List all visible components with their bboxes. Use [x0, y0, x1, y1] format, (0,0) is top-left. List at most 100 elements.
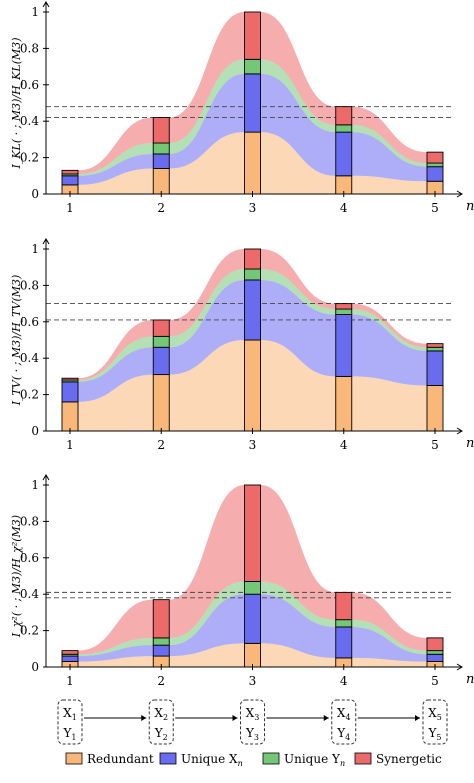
flow-synergetic	[260, 485, 336, 620]
bar-redundant	[152, 168, 170, 195]
bar-unique-yn	[152, 142, 170, 155]
flow-redundant	[169, 340, 245, 431]
flow-unique-yn	[260, 269, 336, 315]
y-tick-label: 0.2	[20, 151, 39, 165]
legend-swatch	[262, 752, 280, 765]
y-tick-label: 0	[31, 660, 39, 674]
bar-synergetic	[152, 319, 170, 337]
x-tick-label: 3	[249, 201, 257, 215]
flow-synergetic	[78, 319, 154, 381]
legend: Redundant Unique Xn Unique Yn Synergetic	[65, 752, 442, 768]
flow-unique-yn	[78, 637, 154, 657]
chain-node-x: X4	[337, 706, 351, 722]
chain-node-x-sub: 5	[437, 713, 442, 722]
flow-unique-xn	[351, 314, 427, 386]
bar-unique-xn	[335, 314, 353, 377]
flow-synergetic	[78, 599, 154, 655]
chain-node-y-sub: 2	[163, 733, 168, 742]
bar-synergetic	[244, 248, 261, 270]
markov-chain-diagram: X1 Y1 X2 Y2 X3 Y3 X4 Y4 X5 Y5	[57, 699, 448, 745]
bar-unique-yn	[426, 346, 444, 352]
chart-panel-bottom: 0 0.2 0.4 0.6 0.8 1 1 2 3 4 5 n I_χ²( · ; M3)/H_χ²(M…	[10, 474, 474, 688]
y-tick-label: 1	[31, 242, 39, 256]
legend-label: Unique Yn	[284, 752, 345, 768]
y-axis-label: I_KL( · ; M3)/H_KL(M3)	[10, 37, 23, 169]
x-tick-label: 5	[431, 438, 439, 452]
bar-unique-yn	[335, 308, 353, 315]
bar-unique-xn	[152, 644, 170, 657]
chart-panel-middle: 0 0.2 0.4 0.6 0.8 1 1 2 3 4 5 n I_TV( · ; M3)/H_TV(M…	[10, 238, 474, 452]
flow-redundant	[78, 168, 154, 194]
bar-unique-yn	[244, 58, 261, 75]
bar-stack	[426, 343, 444, 432]
bar-unique-xn	[244, 593, 261, 644]
flow-unique-xn	[169, 73, 245, 169]
y-tick-label: 0.2	[20, 624, 39, 638]
flow-redundant	[351, 175, 427, 194]
legend-swatch	[65, 752, 83, 765]
flow-unique-yn	[351, 309, 427, 351]
y-tick-label: 0.8	[20, 514, 39, 528]
bar-synergetic	[152, 599, 170, 639]
flow-redundant	[78, 656, 154, 667]
bar-unique-xn	[426, 350, 444, 386]
chain-arrow-head	[415, 715, 420, 721]
y-axis-label: I_χ²( · ; M3)/H_χ²(M3)	[10, 515, 23, 638]
x-tick-label: 1	[66, 674, 74, 688]
bar-unique-yn	[335, 619, 353, 628]
chain-node-x-sub: 1	[72, 713, 77, 722]
flow-ribbons	[78, 12, 427, 194]
flow-unique-yn	[351, 619, 427, 655]
x-axis-label: n	[466, 436, 474, 451]
bar-stack	[244, 11, 261, 195]
legend-item: Synergetic	[354, 752, 442, 766]
bar-stack	[335, 106, 353, 195]
flow-unique-xn	[78, 645, 154, 662]
chain-node: X5 Y5	[422, 699, 448, 745]
flow-unique-xn	[169, 594, 245, 657]
bar-unique-xn	[335, 626, 353, 659]
x-tick-label: 2	[157, 674, 165, 688]
bar-stack	[152, 319, 170, 432]
flow-synergetic	[260, 249, 336, 310]
bar-stack	[426, 637, 444, 668]
x-tick-label: 2	[157, 201, 165, 215]
bar-synergetic	[335, 303, 353, 310]
x-tick-label: 4	[340, 438, 348, 452]
bar-unique-xn	[426, 166, 444, 182]
chain-node-x: X5	[428, 706, 442, 722]
flow-synergetic	[351, 106, 427, 164]
legend-label-sub: n	[238, 759, 243, 768]
flow-unique-xn	[78, 347, 154, 402]
flow-unique-yn	[260, 581, 336, 627]
flow-redundant	[260, 643, 336, 667]
bar-redundant	[152, 374, 170, 432]
chain-node-y: Y5	[427, 726, 441, 742]
x-tick-label: 1	[66, 438, 74, 452]
y-tick-label: 1	[31, 478, 39, 492]
bar-unique-yn	[244, 268, 261, 281]
bar-redundant	[244, 339, 261, 432]
chain-node-y: Y4	[336, 726, 350, 742]
flow-synergetic	[351, 303, 427, 348]
chain-arrow-head	[141, 715, 147, 721]
bar-redundant	[335, 375, 353, 432]
y-tick-label: 0.4	[20, 351, 39, 365]
chain-node-y: Y3	[245, 726, 259, 742]
x-tick-label: 3	[249, 674, 257, 688]
x-tick-label: 3	[249, 438, 257, 452]
y-axis-label: I_TV( · ; M3)/H_TV(M3)	[10, 275, 23, 407]
flow-unique-yn	[260, 59, 336, 133]
chain-node-x: X3	[246, 706, 260, 722]
legend-label-sub: n	[340, 759, 345, 768]
bar-stack	[61, 169, 79, 195]
bar-stack	[152, 599, 170, 668]
bar-unique-xn	[61, 655, 79, 662]
y-axis-arrow	[42, 1, 50, 8]
bar-synergetic	[335, 591, 353, 621]
chain-node: X3 Y3	[240, 699, 265, 745]
y-tick-label: 0.6	[20, 315, 39, 329]
bar-redundant	[61, 401, 79, 432]
flow-synergetic	[169, 485, 245, 638]
flow-redundant	[351, 376, 427, 431]
